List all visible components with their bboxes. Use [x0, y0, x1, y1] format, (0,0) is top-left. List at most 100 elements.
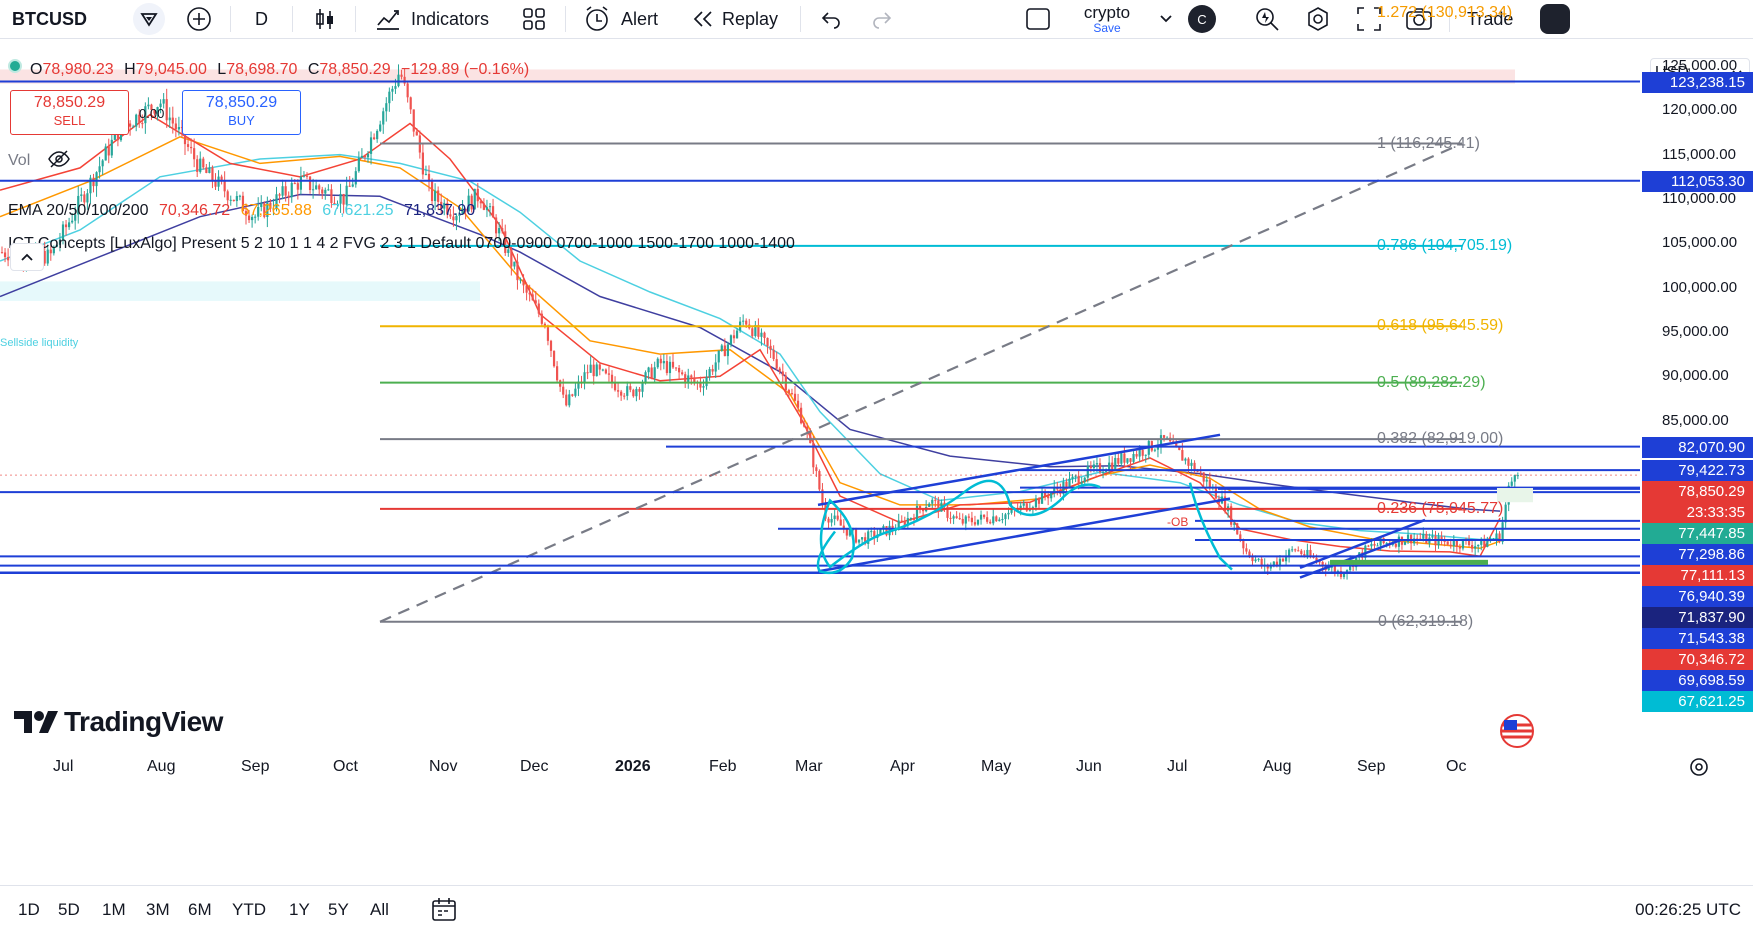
- price-scale-label[interactable]: 71,543.38: [1642, 628, 1753, 650]
- candle: [775, 351, 778, 371]
- avatar[interactable]: C: [1188, 0, 1216, 38]
- candle: [141, 114, 144, 129]
- price-axis-tick: 110,000.00: [1662, 189, 1736, 207]
- trade-button[interactable]: Trade: [1467, 0, 1513, 38]
- candle: [931, 497, 934, 510]
- candle: [333, 196, 336, 206]
- price-scale-label[interactable]: 77,111.13: [1642, 565, 1753, 587]
- redo-icon[interactable]: [871, 0, 893, 38]
- candle: [95, 171, 98, 197]
- candle: [226, 189, 229, 206]
- us-flag-event-icon[interactable]: [1497, 714, 1537, 753]
- alert-button[interactable]: Alert: [583, 0, 658, 38]
- price-chart[interactable]: [0, 45, 1753, 835]
- candle: [796, 393, 800, 413]
- layout-grid-icon[interactable]: [1025, 0, 1051, 38]
- undo-icon[interactable]: [820, 0, 842, 38]
- camera-snapshot-icon[interactable]: [1405, 0, 1433, 38]
- price-scale-label[interactable]: 76,940.39: [1642, 586, 1753, 608]
- settings-gear-icon[interactable]: [1305, 0, 1331, 38]
- symbol-search-button[interactable]: BTCUSD: [12, 0, 87, 38]
- candles-chart-type-icon[interactable]: [313, 0, 337, 38]
- time-axis-label: Mar: [795, 758, 823, 775]
- candle: [156, 106, 159, 121]
- price-scale-label[interactable]: 79,422.73: [1642, 460, 1753, 482]
- range-button-5d[interactable]: 5D: [58, 900, 80, 919]
- collapse-legend-button[interactable]: [10, 243, 44, 271]
- time-axis-label: Aug: [147, 758, 176, 775]
- candle: [674, 367, 678, 371]
- candle: [528, 284, 531, 302]
- range-button-5y[interactable]: 5Y: [328, 900, 349, 919]
- candle: [302, 171, 306, 178]
- ema100-value: 67,621.25: [322, 202, 394, 219]
- range-button-1m[interactable]: 1M: [102, 900, 126, 919]
- publish-button[interactable]: [1540, 0, 1570, 38]
- replay-button[interactable]: Replay: [692, 0, 778, 38]
- price-scale-label[interactable]: 71,837.90: [1642, 607, 1753, 629]
- range-button-1y[interactable]: 1Y: [289, 900, 310, 919]
- price-scale-label[interactable]: 123,238.15: [1642, 71, 1753, 93]
- time-axis-settings-icon[interactable]: [1687, 755, 1711, 784]
- price-scale-label[interactable]: 23:33:35: [1642, 502, 1753, 524]
- candle: [397, 64, 400, 88]
- candle: [491, 198, 495, 218]
- price-scale-label[interactable]: 77,447.85: [1642, 523, 1753, 545]
- price-scale-label[interactable]: 78,850.29: [1642, 481, 1753, 503]
- eye-off-icon[interactable]: [47, 149, 71, 169]
- quick-search-icon[interactable]: [1254, 0, 1280, 38]
- candle: [98, 156, 101, 179]
- ict-concepts-legend[interactable]: ICT Concepts [LuxAlgo] Present 5 2 10 1 …: [8, 235, 795, 252]
- templates-icon[interactable]: [522, 0, 546, 38]
- candle: [723, 338, 726, 357]
- candle: [754, 320, 757, 338]
- time-axis-label: Sep: [241, 758, 270, 775]
- candle: [519, 277, 522, 284]
- date-range-calendar-icon[interactable]: [430, 896, 458, 929]
- price-change: −129.89 (−0.16%): [401, 61, 530, 78]
- candle: [1230, 503, 1233, 527]
- volume-legend[interactable]: Vol: [8, 149, 71, 170]
- range-button-ytd[interactable]: YTD: [232, 900, 266, 919]
- price-scale-label[interactable]: 77,298.86: [1642, 544, 1753, 566]
- sellside-liquidity-label: Sellside liquidity: [0, 337, 79, 349]
- compare-add-icon[interactable]: [186, 0, 212, 38]
- candle: [434, 183, 437, 211]
- price-scale-label[interactable]: 67,621.25: [1642, 691, 1753, 713]
- market-status-dot: [8, 59, 22, 73]
- candle: [1498, 531, 1501, 544]
- candle: [976, 519, 980, 526]
- price-axis-tick: 120,000.00: [1662, 101, 1738, 119]
- clock-utc[interactable]: 00:26:25 UTC: [1635, 900, 1741, 919]
- chevron-down-icon[interactable]: [1158, 0, 1174, 38]
- interval-button[interactable]: D: [255, 0, 268, 38]
- candle: [717, 350, 720, 370]
- candle: [254, 214, 257, 224]
- candle: [251, 214, 254, 228]
- buy-button[interactable]: 78,850.29 BUY: [182, 90, 301, 135]
- layout-name-button[interactable]: crypto Save: [1070, 0, 1144, 38]
- candle: [263, 201, 266, 219]
- price-scale-label[interactable]: 70,346.72: [1642, 649, 1753, 671]
- candle: [708, 366, 711, 381]
- candle: [1403, 541, 1407, 546]
- watchlist-symbol-icon[interactable]: [133, 0, 165, 38]
- candle: [983, 514, 986, 520]
- fullscreen-icon[interactable]: [1356, 0, 1382, 38]
- candle: [650, 363, 653, 380]
- indicators-button[interactable]: Indicators: [375, 0, 489, 38]
- price-scale-label[interactable]: 82,070.90: [1642, 436, 1753, 458]
- price-scale-label[interactable]: 112,053.30: [1642, 170, 1753, 192]
- candle: [1156, 439, 1160, 458]
- range-button-3m[interactable]: 3M: [146, 900, 170, 919]
- candle: [1022, 499, 1025, 510]
- sell-button[interactable]: 78,850.29 SELL: [10, 90, 129, 135]
- range-button-1d[interactable]: 1D: [18, 900, 40, 919]
- candle: [165, 88, 168, 128]
- candle: [1202, 472, 1205, 488]
- ema-legend[interactable]: EMA 20/50/100/200 70,346.72 67,265.88 67…: [8, 202, 476, 219]
- chart-area[interactable]: O78,980.23 H79,045.00 L78,698.70 C78,850…: [0, 4, 1753, 835]
- range-button-all[interactable]: All: [370, 900, 389, 919]
- range-button-6m[interactable]: 6M: [188, 900, 212, 919]
- price-scale-label[interactable]: 69,698.59: [1642, 670, 1753, 692]
